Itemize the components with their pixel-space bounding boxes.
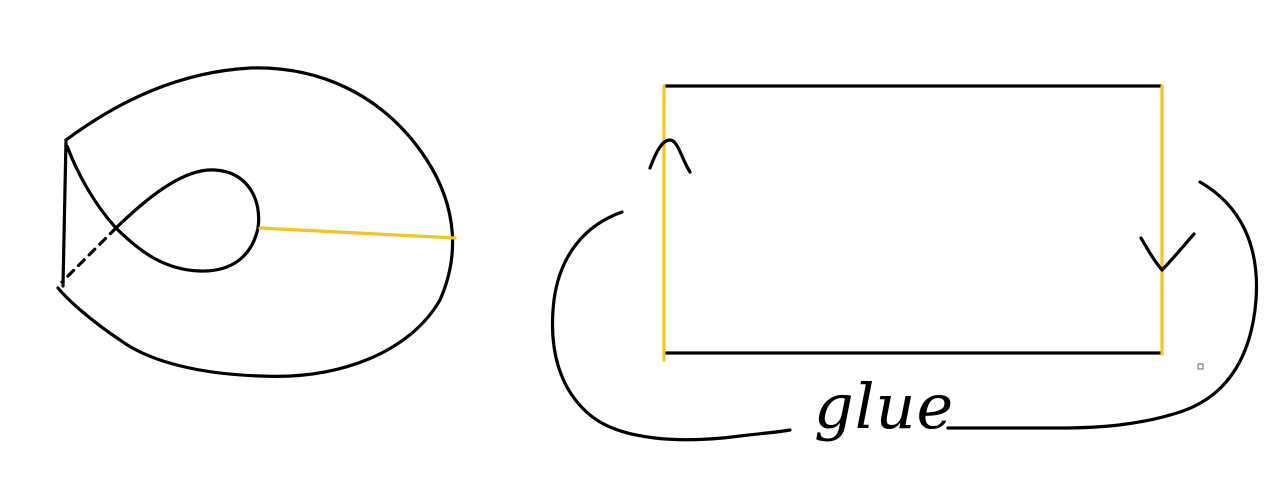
surface-outer-boundary <box>56 66 455 378</box>
glue-label: glue <box>814 370 955 443</box>
up-arrow-icon <box>648 138 692 174</box>
glue-curve-right <box>946 180 1259 430</box>
rectangle-figure <box>550 84 1259 442</box>
surface-inner-fold <box>65 144 118 230</box>
down-arrow-icon <box>1139 232 1196 272</box>
surface-hidden-dashed-line <box>60 226 118 284</box>
surface-left-edge <box>61 138 68 288</box>
yellow-cut-line <box>258 226 457 240</box>
stray-mark <box>1197 363 1204 370</box>
surface-inner-loop <box>114 168 261 273</box>
glue-curve-left <box>550 210 792 442</box>
surface-sketch <box>56 66 457 378</box>
